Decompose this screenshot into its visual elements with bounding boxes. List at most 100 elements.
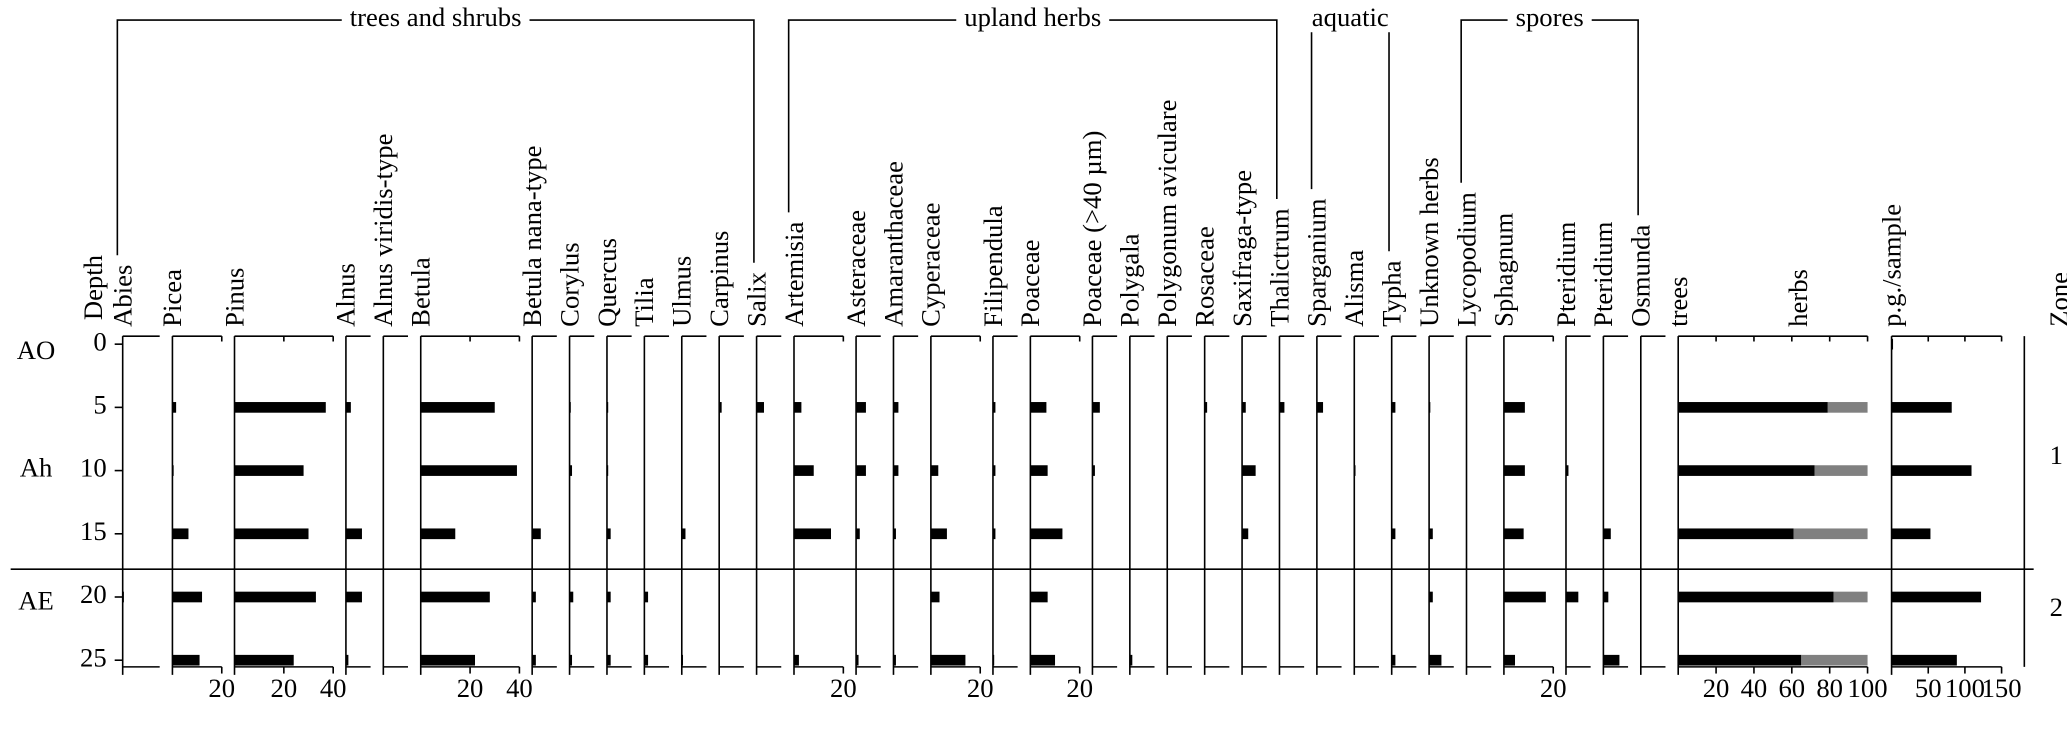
bar xyxy=(1503,591,1546,603)
horizon-label: AE xyxy=(18,585,54,615)
taxon-label: Betula xyxy=(406,257,436,327)
y-tick-label: 15 xyxy=(80,516,107,546)
taxon-label: Ulmus xyxy=(667,256,697,327)
bar xyxy=(1030,591,1048,603)
y-tick-label: 25 xyxy=(80,642,107,672)
stacked-bar xyxy=(1678,528,1794,540)
stacked-bar xyxy=(1678,402,1828,413)
bar xyxy=(532,591,536,603)
bar xyxy=(532,528,541,540)
panel-label: p.g./sample xyxy=(1876,204,1906,327)
bar xyxy=(793,654,799,666)
taxon-label: Carpinus xyxy=(704,231,734,327)
group-label-bg xyxy=(1507,2,1592,33)
bar xyxy=(1503,402,1525,413)
taxon-label: Abies xyxy=(107,265,137,327)
horizon-label: Ah xyxy=(20,453,53,483)
bar xyxy=(1429,402,1431,413)
bar xyxy=(234,654,294,666)
x-tick-label: 20 xyxy=(830,673,857,703)
bar xyxy=(606,402,609,413)
bar xyxy=(1279,402,1285,413)
series-label: herbs xyxy=(1783,269,1813,327)
bar xyxy=(569,465,573,476)
x-tick-label: 60 xyxy=(1778,673,1805,703)
taxon-label: Filipendula xyxy=(978,205,1008,327)
taxon-label: Asteraceae xyxy=(841,210,871,327)
bar xyxy=(719,402,722,413)
bar xyxy=(569,654,573,666)
bar xyxy=(234,465,304,476)
bar xyxy=(1503,654,1516,666)
group-label-bg xyxy=(1303,2,1397,33)
bar xyxy=(1030,402,1047,413)
x-tick-label: 80 xyxy=(1816,673,1843,703)
bar xyxy=(172,528,189,540)
group-label: upland herbs xyxy=(964,2,1101,32)
bar xyxy=(234,402,326,413)
bar xyxy=(1429,528,1433,540)
group-label: aquatic xyxy=(1312,2,1389,32)
x-tick-label: 20 xyxy=(967,673,994,703)
x-tick-label: 100 xyxy=(1945,673,1985,703)
bar xyxy=(992,465,996,476)
bar xyxy=(1316,402,1324,413)
taxon-label: Typha xyxy=(1376,260,1406,326)
zone-title: Zone xyxy=(2044,272,2067,327)
bar xyxy=(345,654,349,666)
y-tick-label: 10 xyxy=(80,453,107,483)
stacked-bar xyxy=(1678,465,1815,476)
bar xyxy=(1503,528,1524,540)
bar xyxy=(930,528,947,540)
bar xyxy=(345,402,351,413)
bar xyxy=(1242,465,1256,476)
bar xyxy=(1603,591,1609,603)
bar xyxy=(420,402,495,413)
taxon-label: Artemisia xyxy=(779,222,809,327)
taxon-label: Pteridium xyxy=(1551,221,1581,326)
bar xyxy=(1030,465,1048,476)
taxon-label: Alisma xyxy=(1339,250,1369,327)
horizon-label: AO xyxy=(17,335,56,365)
bar xyxy=(420,465,517,476)
taxon-label: Quercus xyxy=(592,238,622,327)
taxon-label: Polygala xyxy=(1115,233,1145,326)
x-tick-label: 20 xyxy=(1066,673,1093,703)
bar xyxy=(992,402,996,413)
taxon-label: Cyperaceae xyxy=(916,203,946,327)
stacked-bar xyxy=(1827,402,1868,413)
taxon-label: Poaceae (>40 µm) xyxy=(1077,131,1107,327)
taxon-label: Picea xyxy=(157,269,187,327)
bar xyxy=(606,654,611,666)
group-label: spores xyxy=(1516,2,1584,32)
bar xyxy=(1354,465,1356,476)
bar xyxy=(681,528,686,540)
bar xyxy=(172,402,177,413)
bar xyxy=(856,465,866,476)
y-tick-label: 0 xyxy=(93,326,106,356)
taxon-label: Pteridium xyxy=(1588,221,1618,326)
x-tick-label: 100 xyxy=(1848,673,1888,703)
taxon-label: Thalictrum xyxy=(1264,208,1294,327)
x-tick-label: 50 xyxy=(1915,673,1942,703)
taxon-label: Pinus xyxy=(219,268,249,327)
bar xyxy=(930,465,939,476)
bar xyxy=(893,528,896,540)
x-tick-label: 40 xyxy=(506,673,533,703)
bar xyxy=(234,591,316,603)
taxon-label: Poaceae xyxy=(1015,240,1045,327)
bar xyxy=(172,591,203,603)
stacked-bar xyxy=(1801,654,1868,666)
bar xyxy=(1891,654,1957,666)
taxon-label: Sparganium xyxy=(1302,198,1332,327)
stacked-bar xyxy=(1678,591,1834,603)
x-tick-label: 40 xyxy=(1741,673,1768,703)
group-label-bg xyxy=(956,2,1110,33)
x-tick-label: 20 xyxy=(208,673,235,703)
bar xyxy=(856,528,860,540)
bar xyxy=(606,465,609,476)
taxon-label: Saxifraga-type xyxy=(1227,170,1257,327)
x-tick-label: 20 xyxy=(1703,673,1730,703)
bar xyxy=(1092,402,1100,413)
